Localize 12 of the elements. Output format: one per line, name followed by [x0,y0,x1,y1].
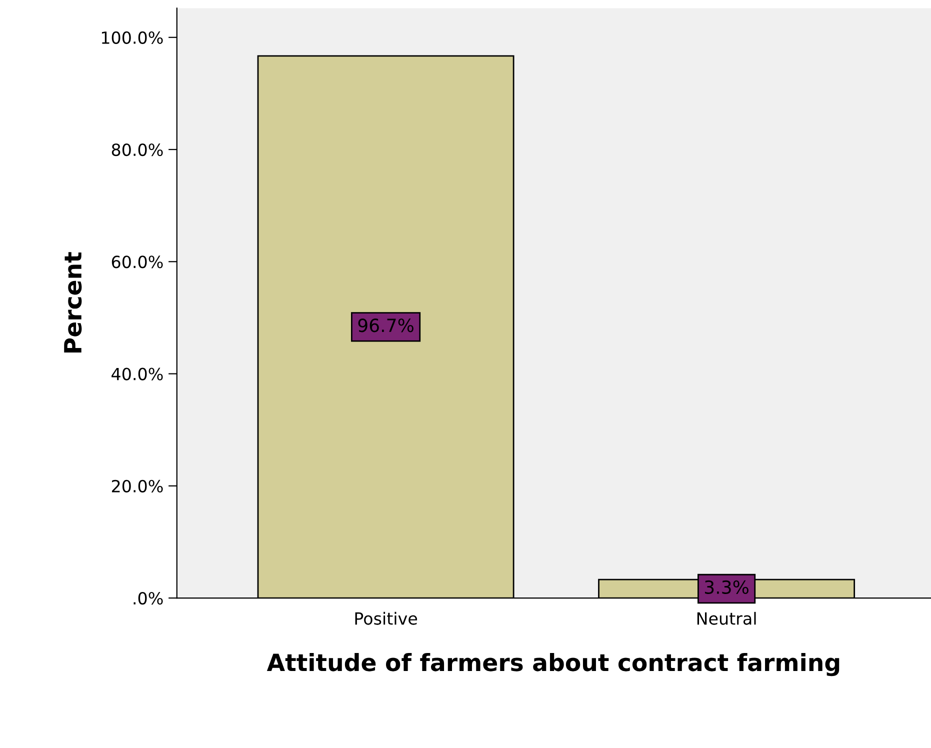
y-tick-label: 20.0% [112,480,163,492]
x-tick-label: Positive [355,612,418,625]
data-label: 3.3% [704,580,748,594]
y-tick-label: 80.0% [112,143,163,156]
x-axis-title: Attitude of farmers about contract farming [266,653,840,676]
y-tick-label: 60.0% [112,256,163,268]
x-tick-label: Neutral [697,612,756,625]
y-tick-label: 40.0% [112,368,163,380]
y-tick-label: 100.0% [102,31,163,44]
y-axis-title: Percent [64,252,82,352]
data-label: 96.7% [358,318,414,332]
y-tick-label: .0% [134,592,163,605]
